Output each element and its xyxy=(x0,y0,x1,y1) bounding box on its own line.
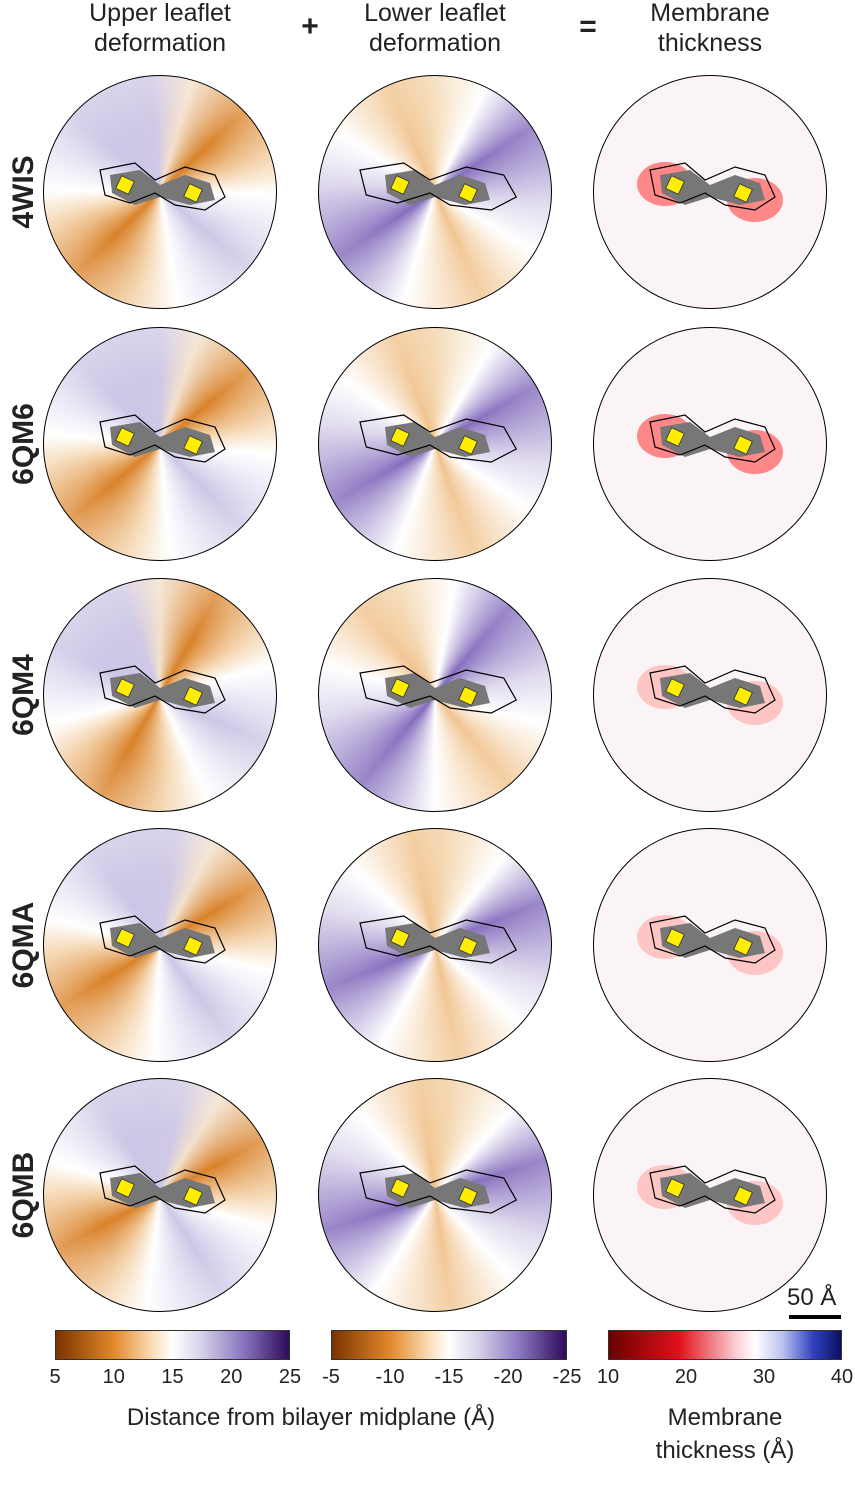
marker xyxy=(665,1178,685,1198)
marker xyxy=(733,435,753,455)
marker xyxy=(183,1186,203,1206)
colorbar-tick-label: -15 xyxy=(434,1366,464,1388)
protein-outline xyxy=(99,665,226,714)
marker xyxy=(458,183,478,203)
marker xyxy=(458,686,478,706)
protein-overlay xyxy=(359,665,518,714)
marker xyxy=(390,1178,410,1198)
protein-overlay xyxy=(99,162,226,211)
protein-overlay xyxy=(99,414,226,463)
protein-outline xyxy=(649,665,776,714)
protein-overlay xyxy=(99,1165,226,1214)
colorbar-tick-label: 20 xyxy=(220,1366,243,1388)
colorbar-tick-label: 10 xyxy=(102,1366,125,1388)
marker xyxy=(458,435,478,455)
operator: = xyxy=(579,10,597,43)
colorbar xyxy=(55,1330,290,1360)
protein-outline xyxy=(359,162,518,211)
scale-bar xyxy=(789,1315,841,1319)
marker xyxy=(665,427,685,447)
protein-outline xyxy=(359,1165,518,1214)
colorbar-tick-label: 5 xyxy=(49,1366,61,1388)
colorbar xyxy=(608,1330,842,1360)
protein-outline xyxy=(99,915,226,964)
column-header: Lower leaflet xyxy=(364,0,506,27)
marker xyxy=(115,1178,135,1198)
column-header: deformation xyxy=(93,29,227,57)
protein-outline xyxy=(359,915,518,964)
colorbar-tick-label: -5 xyxy=(322,1366,340,1388)
marker xyxy=(183,936,203,956)
column-header: Membrane xyxy=(650,0,770,27)
protein-overlay xyxy=(637,1165,783,1225)
marker xyxy=(458,936,478,956)
marker xyxy=(733,686,753,706)
marker xyxy=(115,427,135,447)
protein-overlay xyxy=(99,915,226,964)
colorbar-tick-label: -10 xyxy=(375,1366,405,1388)
colorbar-tick-label: -25 xyxy=(552,1366,582,1388)
colorbar-tick-label: 15 xyxy=(161,1366,184,1388)
colorbar-tick-label: 10 xyxy=(596,1366,620,1388)
marker xyxy=(665,928,685,948)
colorbar xyxy=(331,1330,567,1360)
column-header: Upper leaflet xyxy=(89,0,231,27)
row-label: 6QM4 xyxy=(7,654,40,736)
marker xyxy=(115,928,135,948)
marker xyxy=(115,175,135,195)
protein-overlay xyxy=(637,162,783,222)
marker xyxy=(390,175,410,195)
protein-overlay xyxy=(99,665,226,714)
protein-outline xyxy=(99,1165,226,1214)
marker xyxy=(665,678,685,698)
marker xyxy=(183,435,203,455)
scale-bar-label: 50 Å xyxy=(787,1284,837,1311)
colorbar-tick-label: 25 xyxy=(278,1366,302,1388)
protein-outline xyxy=(649,162,776,211)
marker xyxy=(733,183,753,203)
protein-outline xyxy=(359,414,518,463)
protein-outline xyxy=(99,162,226,211)
colorbar-tick-label: 40 xyxy=(830,1366,854,1388)
colorbar-tick-label: 20 xyxy=(674,1366,698,1388)
protein-outline xyxy=(359,665,518,714)
protein-outline xyxy=(99,414,226,463)
protein-overlay xyxy=(359,915,518,964)
marker xyxy=(183,686,203,706)
protein-overlay xyxy=(637,665,783,725)
protein-outline xyxy=(649,414,776,463)
marker xyxy=(458,1186,478,1206)
column-header: deformation xyxy=(368,29,502,57)
protein-outline xyxy=(649,915,776,964)
operator: + xyxy=(301,10,319,43)
colorbar-label: thickness (Å) xyxy=(655,1437,795,1464)
row-label: 6QM6 xyxy=(7,403,40,485)
protein-overlay xyxy=(637,414,783,474)
marker xyxy=(733,1186,753,1206)
column-header: thickness xyxy=(657,29,763,57)
marker xyxy=(390,678,410,698)
protein-overlay xyxy=(359,162,518,211)
marker xyxy=(733,936,753,956)
marker xyxy=(390,928,410,948)
marker xyxy=(115,678,135,698)
row-label: 6QMB xyxy=(7,1151,40,1239)
colorbar-tick-label: -20 xyxy=(493,1366,523,1388)
protein-outline xyxy=(649,1165,776,1214)
protein-overlay xyxy=(637,915,783,975)
marker xyxy=(390,427,410,447)
colorbar-tick-label: 30 xyxy=(752,1366,776,1388)
protein-overlay xyxy=(359,1165,518,1214)
marker xyxy=(183,183,203,203)
colorbar-label: Membrane xyxy=(667,1404,783,1431)
row-label: 6QMA xyxy=(7,901,40,989)
protein-overlay xyxy=(359,414,518,463)
marker xyxy=(665,175,685,195)
colorbar-label: Distance from bilayer midplane (Å) xyxy=(126,1404,496,1431)
row-label: 4WIS xyxy=(7,155,40,229)
